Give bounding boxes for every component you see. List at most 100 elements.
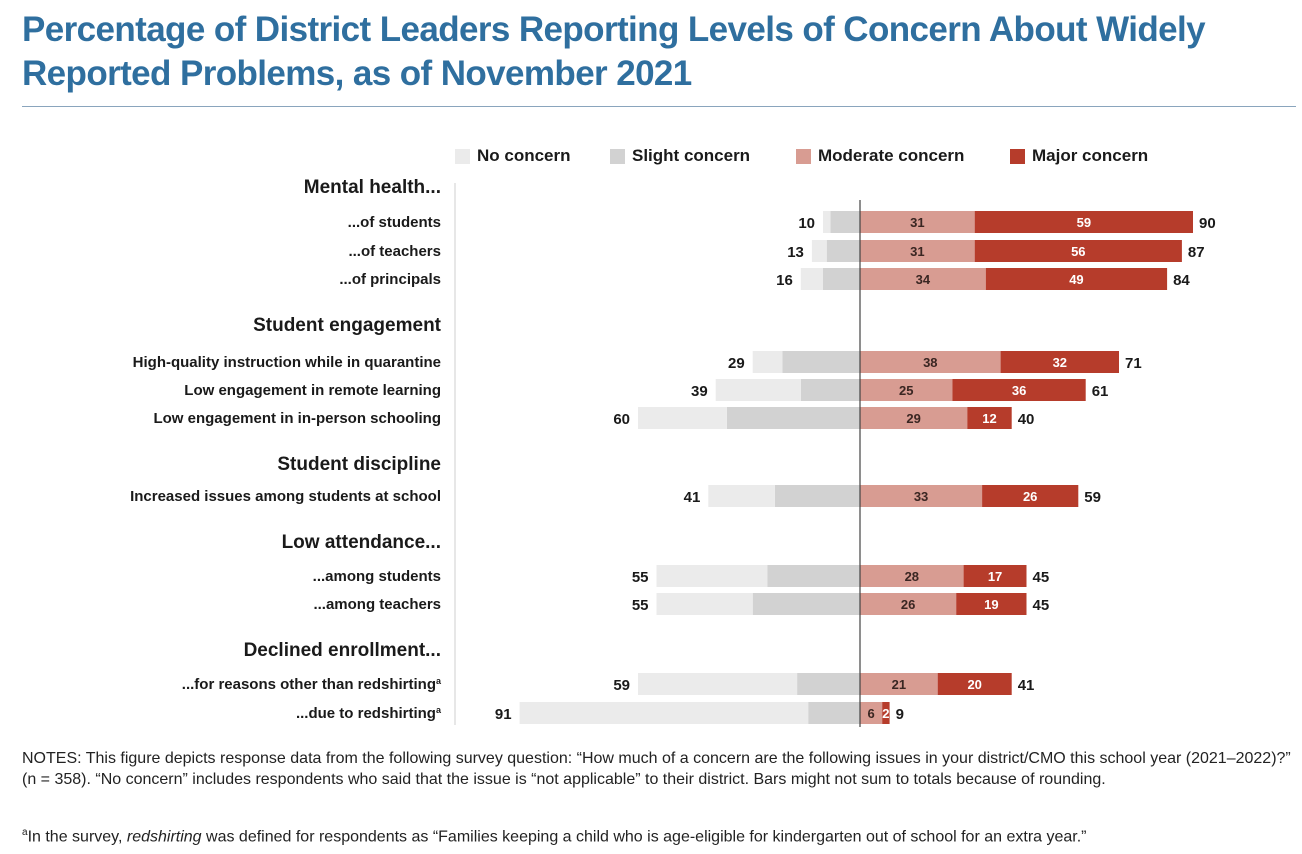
diverging-bar-chart: Mental health... ...of students 10 31 59 90..…: [130, 177, 1216, 727]
row-label-text: High-quality instruction while in quaran…: [133, 354, 441, 371]
bar-moderate-concern: [860, 351, 1001, 373]
bar-major-concern: [974, 211, 1193, 233]
chart-notes: NOTES: This figure depicts response data…: [22, 750, 1291, 788]
row-label: ...among students: [313, 568, 441, 585]
row-label-text: Increased issues among students at schoo…: [130, 488, 441, 505]
row-label-text: ...of teachers: [348, 243, 441, 260]
right-total-label: 41: [1018, 677, 1035, 694]
left-total-label: 55: [632, 569, 649, 586]
right-total-label: 9: [896, 706, 904, 723]
row-label: High-quality instruction while in quaran…: [133, 354, 441, 371]
bar-no-concern: [638, 673, 798, 695]
major-concern-value-label: 19: [984, 597, 998, 612]
bar-no-concern: [811, 240, 827, 262]
group-heading: Declined enrollment...: [244, 640, 441, 661]
legend-swatch-major-concern: [1010, 149, 1025, 164]
bar-slight-concern: [752, 593, 860, 615]
major-concern-value-label: 2: [882, 706, 889, 721]
left-total-label: 29: [728, 355, 745, 372]
right-total-label: 45: [1033, 597, 1050, 614]
bar-no-concern: [638, 407, 727, 429]
left-total-label: 16: [776, 272, 793, 289]
row-label: ...due to redshirtinga: [296, 705, 442, 722]
moderate-concern-value-label: 31: [910, 215, 924, 230]
right-total-label: 61: [1092, 383, 1109, 400]
row-label-footnote-marker: a: [436, 676, 442, 686]
bar-slight-concern: [808, 702, 860, 724]
group-heading: Low attendance...: [282, 532, 441, 553]
footnote-term: redshirting: [126, 828, 202, 846]
row-label-text: ...due to redshirting: [296, 705, 436, 722]
row-label-text: ...among teachers: [313, 596, 441, 613]
moderate-concern-value-label: 28: [905, 569, 919, 584]
bar-no-concern: [656, 565, 768, 587]
right-total-label: 40: [1018, 411, 1035, 428]
bar-moderate-concern: [860, 268, 986, 290]
bar-slight-concern: [830, 211, 860, 233]
bar-moderate-concern: [860, 673, 938, 695]
footnote-text-after: was defined for respondents as “Families…: [201, 828, 1087, 846]
title-divider: [22, 106, 1296, 107]
footnote-marker: a: [22, 827, 28, 838]
bar-moderate-concern: [860, 379, 953, 401]
chart-title: Percentage of District Leaders Reporting…: [22, 10, 1206, 93]
moderate-concern-value-label: 6: [867, 706, 874, 721]
bar-no-concern: [656, 593, 753, 615]
bar-major-concern: [882, 702, 890, 724]
legend-label-moderate-concern: Moderate concern: [818, 146, 965, 165]
row-label: Low engagement in remote learning: [184, 382, 441, 399]
row-label: Increased issues among students at schoo…: [130, 488, 441, 505]
major-concern-value-label: 59: [1077, 215, 1091, 230]
bar-slight-concern: [800, 379, 860, 401]
bar-major-concern: [956, 593, 1027, 615]
legend-swatch-moderate-concern: [796, 149, 811, 164]
major-concern-value-label: 20: [967, 677, 981, 692]
row-label-text: ...of students: [348, 214, 441, 231]
moderate-concern-value-label: 33: [914, 489, 928, 504]
major-concern-value-label: 17: [988, 569, 1002, 584]
bar-slight-concern: [767, 565, 860, 587]
left-total-label: 59: [613, 677, 630, 694]
bar-moderate-concern: [860, 485, 983, 507]
bar-moderate-concern: [860, 593, 957, 615]
bar-no-concern: [715, 379, 801, 401]
bar-no-concern: [519, 702, 809, 724]
left-total-label: 41: [684, 489, 701, 506]
left-total-label: 91: [495, 706, 512, 723]
chart-footnote: aIn the survey, redshirting was defined …: [22, 822, 1292, 847]
moderate-concern-value-label: 26: [901, 597, 915, 612]
left-total-label: 60: [613, 411, 630, 428]
moderate-concern-value-label: 38: [923, 355, 937, 370]
bar-major-concern: [952, 379, 1086, 401]
bar-major-concern: [974, 240, 1182, 262]
bar-moderate-concern: [860, 211, 975, 233]
legend-label-major-concern: Major concern: [1032, 146, 1149, 165]
row-label-text: ...among students: [313, 568, 441, 585]
right-total-label: 59: [1084, 489, 1101, 506]
major-concern-value-label: 26: [1023, 489, 1037, 504]
left-total-label: 39: [691, 383, 708, 400]
bar-slight-concern: [726, 407, 860, 429]
row-label: ...of teachers: [348, 243, 441, 260]
bar-no-concern: [800, 268, 823, 290]
bar-slight-concern: [823, 268, 860, 290]
right-total-label: 84: [1173, 272, 1190, 289]
moderate-concern-value-label: 25: [899, 383, 913, 398]
group-heading: Student discipline: [277, 454, 441, 475]
bar-major-concern: [1000, 351, 1119, 373]
row-label-text: ...for reasons other than redshirting: [182, 676, 436, 693]
right-total-label: 71: [1125, 355, 1142, 372]
row-label-text: Low engagement in remote learning: [184, 382, 441, 399]
row-label: ...among teachers: [313, 596, 441, 613]
bar-moderate-concern: [860, 565, 964, 587]
right-total-label: 45: [1033, 569, 1050, 586]
major-concern-value-label: 12: [982, 411, 996, 426]
group-heading: Student engagement: [253, 315, 442, 336]
bar-moderate-concern: [860, 702, 883, 724]
row-label-text: Low engagement in in-person schooling: [153, 410, 441, 427]
bar-slight-concern: [774, 485, 860, 507]
bar-slight-concern: [782, 351, 860, 373]
row-label-footnote-marker: a: [436, 705, 442, 715]
left-total-label: 10: [798, 215, 815, 232]
moderate-concern-value-label: 21: [892, 677, 906, 692]
